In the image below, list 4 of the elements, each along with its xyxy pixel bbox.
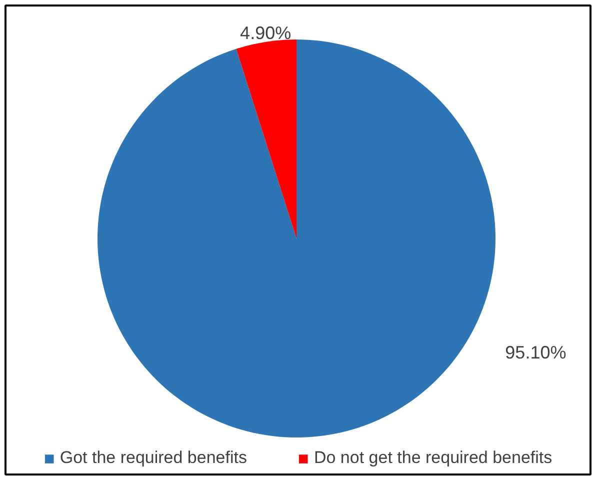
data-label: 4.90% [240, 22, 292, 43]
legend-label: Do not get the required benefits [314, 448, 552, 468]
data-label: 95.10% [505, 342, 566, 363]
legend-label: Got the required benefits [60, 448, 247, 468]
